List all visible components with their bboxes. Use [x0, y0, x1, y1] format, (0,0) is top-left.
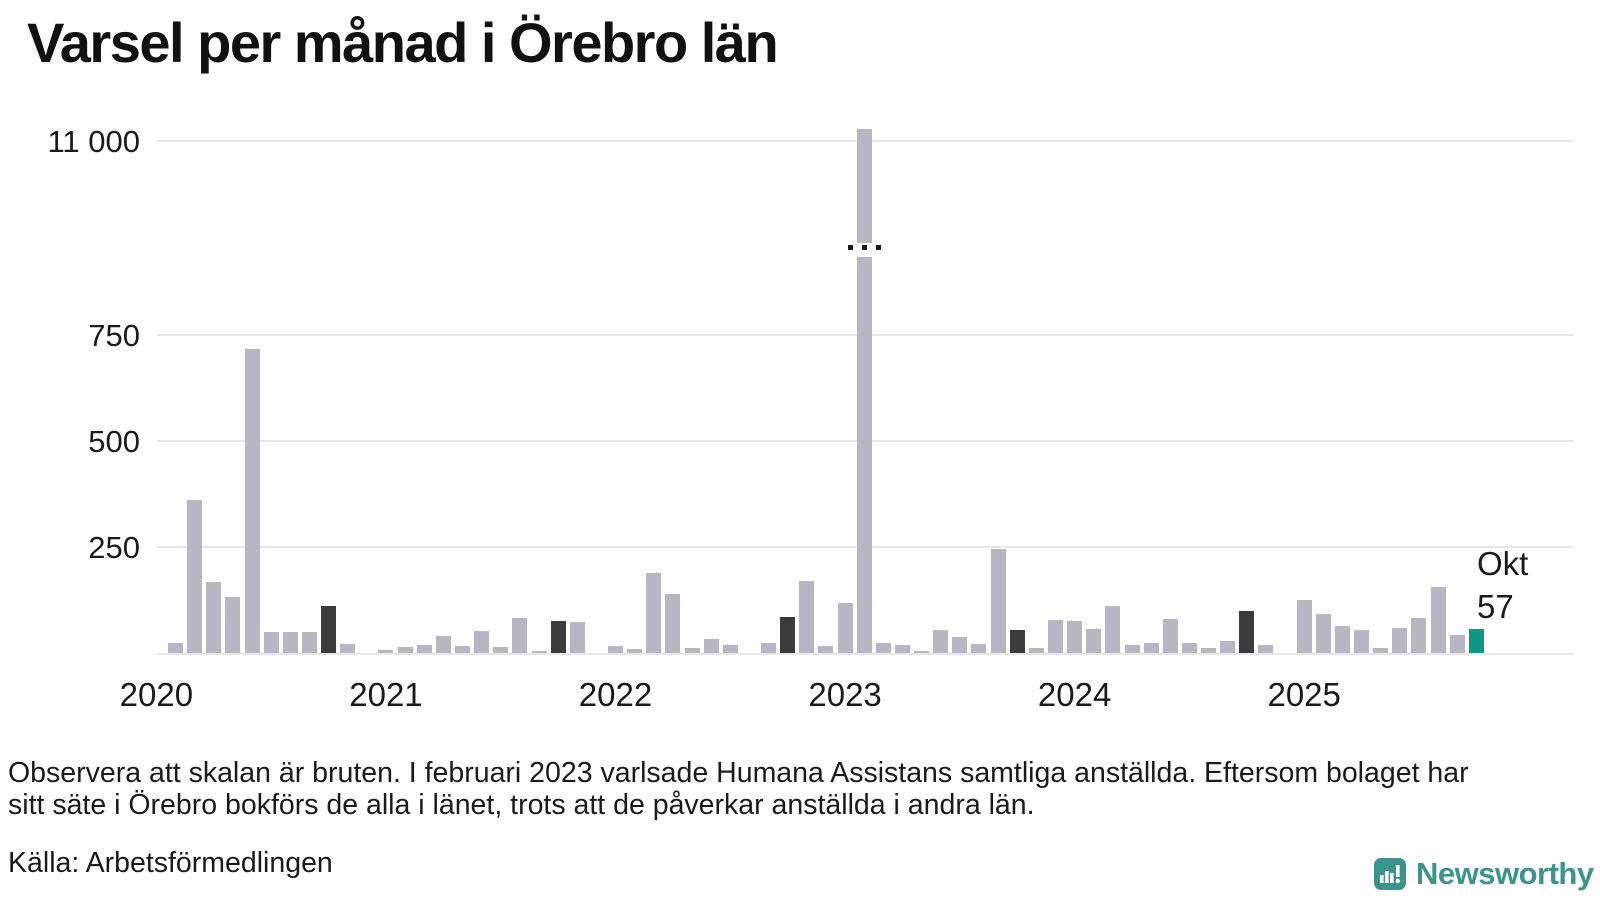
newsworthy-logo-text: Newsworthy: [1416, 856, 1594, 891]
bar-2025-10: [1468, 628, 1484, 653]
newsworthy-bar-chart-icon: [1374, 858, 1406, 890]
y-tick-label-750: 750: [88, 318, 140, 353]
bar-2023-11: [1028, 647, 1044, 653]
x-tick-label-2022: 2022: [578, 676, 653, 713]
bar-2022-10: [780, 616, 796, 653]
annotation-value-label: 57: [1477, 588, 1514, 625]
bar-2021-08: [512, 617, 528, 653]
bar-2022-09: [761, 642, 777, 653]
bar-2025-04: [1354, 630, 1370, 653]
x-tick-label-2023: 2023: [808, 676, 882, 713]
x-tick-label-2021: 2021: [349, 676, 423, 713]
bar-2023-12: [1048, 619, 1063, 653]
bar-2024-08: [1201, 648, 1217, 653]
bar-2021-03: [416, 644, 432, 653]
bar-2020-11: [340, 643, 356, 653]
bar-2021-09: [531, 651, 547, 653]
bar-2023-05: [914, 650, 930, 653]
bar-2024-07: [1181, 643, 1197, 653]
bar-2024-11: [1258, 644, 1274, 653]
bar-2023-08: [971, 644, 987, 653]
bar-2022-05: [684, 647, 700, 653]
bar-2024-06: [1162, 619, 1178, 653]
annotation-month-label: Okt: [1477, 545, 1529, 582]
bar-2021-02: [397, 647, 413, 653]
x-axis-line: [157, 653, 1573, 655]
bar-2020-08: [282, 631, 298, 653]
bar-2021-04: [435, 636, 451, 653]
bar-2024-10: [1239, 611, 1255, 653]
bar-2020-03: [187, 500, 203, 653]
bar-2024-05: [1143, 642, 1159, 653]
bar-2023-03: [875, 642, 891, 653]
bar-2025-01: [1296, 600, 1312, 653]
bar-2023-09: [990, 549, 1006, 653]
y-tick-label-250: 250: [88, 530, 140, 565]
source-caption: Källa: Arbetsförmedlingen: [8, 847, 333, 879]
bar-2023-04: [894, 644, 910, 653]
bar-2025-08: [1430, 586, 1446, 653]
bar-2021-06: [474, 631, 490, 653]
bar-2020-10: [321, 606, 337, 653]
bar-2022-04: [665, 593, 681, 653]
y-tick-label-500: 500: [88, 424, 140, 459]
bar-2024-03: [1105, 605, 1121, 653]
x-tick-label-2020: 2020: [119, 676, 194, 713]
bar-2021-11: [569, 622, 585, 653]
bar-2025-02: [1315, 614, 1331, 653]
bar-2023-02-lower: [856, 257, 872, 653]
bar-2023-02-upper: [856, 129, 872, 243]
y-tick-label-11000: 11 000: [47, 124, 140, 159]
bar-2025-06: [1392, 628, 1408, 653]
footnote-line-1: Observera att skalan är bruten. I februa…: [8, 757, 1469, 789]
newsworthy-logo: Newsworthy: [1374, 856, 1594, 892]
bar-2020-05: [225, 597, 241, 653]
bar-2022-01: [608, 645, 624, 653]
bar-2020-09: [301, 632, 317, 653]
bar-2022-06: [703, 638, 719, 653]
bar-2024-09: [1220, 640, 1236, 653]
bar-2025-03: [1334, 625, 1350, 653]
scale-break-dot-2: [861, 245, 867, 250]
chart-title: Varsel per månad i Örebro län: [27, 11, 779, 74]
bar-2025-09: [1449, 635, 1465, 653]
scale-break-dot-3: [875, 245, 881, 250]
latest-value-annotation: Okt 57: [1477, 542, 1528, 628]
bar-2023-10: [1009, 630, 1025, 653]
bar-2022-12: [818, 645, 834, 653]
bar-2024-01: [1067, 620, 1083, 653]
bar-2023-07: [952, 637, 968, 653]
x-tick-label-2025: 2025: [1267, 676, 1341, 713]
bar-2024-02: [1086, 628, 1102, 653]
bar-2020-06: [244, 348, 260, 653]
x-tick-label-2024: 2024: [1037, 676, 1112, 713]
bar-2021-01: [378, 649, 394, 653]
bar-2021-10: [550, 621, 566, 653]
bar-2020-04: [206, 582, 222, 653]
bar-2023-01: [837, 603, 853, 653]
bar-2025-05: [1373, 648, 1389, 653]
bar-2023-06: [933, 630, 949, 653]
bar-2022-03: [646, 573, 662, 653]
bar-2022-11: [799, 580, 815, 653]
bar-2025-07: [1411, 618, 1427, 653]
bar-2021-05: [454, 646, 470, 653]
bar-2020-07: [263, 631, 279, 653]
bar-2022-02: [627, 649, 643, 653]
bar-2022-07: [722, 644, 738, 653]
footnote-line-2: sitt säte i Örebro bokförs de alla i län…: [8, 789, 1035, 821]
bar-2020-02: [168, 642, 184, 653]
bar-2024-04: [1124, 644, 1140, 653]
bar-2021-07: [493, 647, 509, 653]
scale-break-dot-1: [847, 245, 853, 250]
